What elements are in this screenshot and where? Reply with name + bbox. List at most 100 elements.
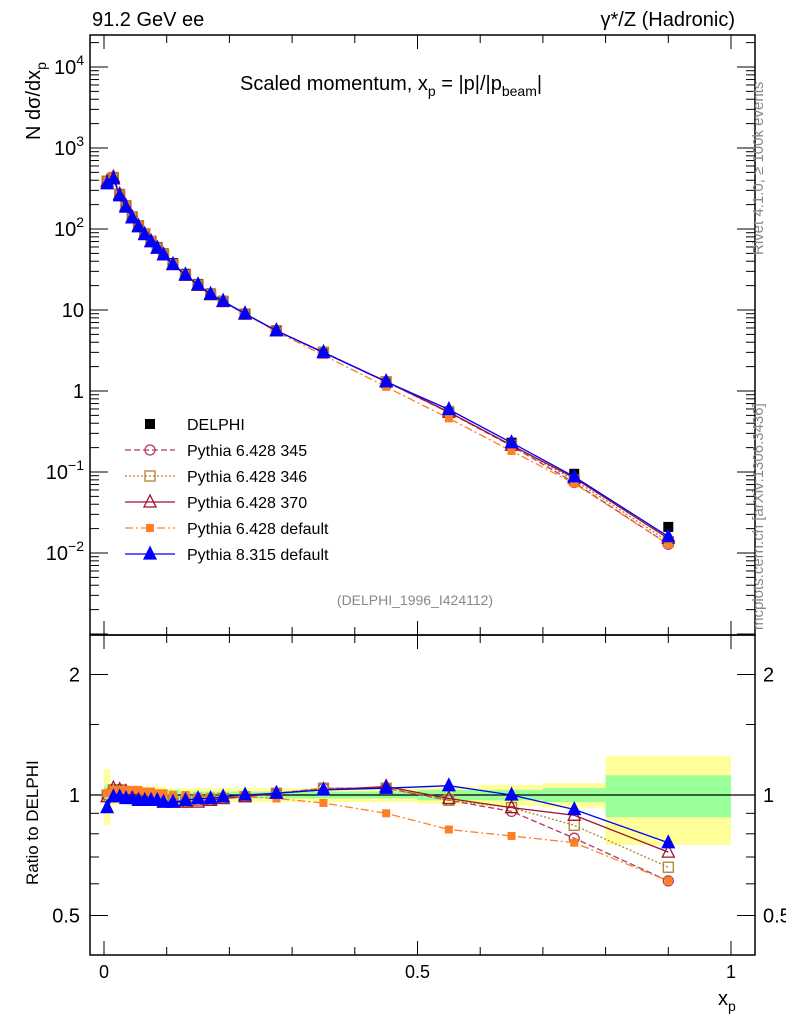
filled-triangle-marker <box>100 799 115 814</box>
filled-triangle-marker <box>316 781 331 796</box>
filled-square-marker <box>444 414 453 423</box>
filled-triangle-marker <box>216 788 231 803</box>
ratio-y-tick-label-right: 2 <box>763 665 774 687</box>
legend-label: Pythia 6.428 default <box>187 521 329 538</box>
ratio-y-tick-label: 1 <box>69 785 80 807</box>
filled-triangle-marker <box>661 834 676 849</box>
plot-title: Scaled momentum, xp = |p|/|pbeam| <box>240 73 542 99</box>
filled-square-marker <box>444 825 453 834</box>
main-series-line <box>106 176 669 545</box>
filled-triangle-marker <box>203 790 218 805</box>
series-pythia-8-315-default <box>100 170 676 849</box>
filled-triangle-marker <box>178 266 193 281</box>
filled-triangle-marker <box>125 209 140 224</box>
ratio-y-tick-label-right: 0.5 <box>763 906 786 928</box>
data-square-marker <box>145 419 155 429</box>
legend-entry: Pythia 6.428 default <box>125 521 329 538</box>
open-square-marker <box>568 819 580 831</box>
open-triangle-marker <box>441 790 456 805</box>
x-tick-label: 0.5 <box>405 962 430 982</box>
analysis-reference: (DELPHI_1996_I424112) <box>337 592 493 608</box>
filled-triangle-marker <box>661 528 676 543</box>
legend-label: DELPHI <box>187 417 245 434</box>
open-triangle-marker <box>142 493 158 508</box>
y-tick-label: 10−2 <box>46 538 84 565</box>
filled-triangle-marker <box>156 793 171 808</box>
legend-entry: Pythia 8.315 default <box>125 545 329 564</box>
filled-square-marker <box>147 787 156 796</box>
filled-triangle-marker <box>567 468 582 483</box>
filled-triangle-marker <box>143 233 159 248</box>
open-circle-marker <box>144 444 156 456</box>
filled-triangle-marker <box>441 777 456 792</box>
filled-triangle-marker <box>142 545 158 560</box>
filled-square-marker <box>159 789 168 798</box>
filled-triangle-marker <box>316 344 331 359</box>
data-square-marker <box>663 521 674 532</box>
filled-triangle-marker <box>118 198 133 213</box>
legend-label: Pythia 6.428 345 <box>187 443 307 460</box>
y-axis-label: N dσ/dxp <box>23 62 49 140</box>
open-triangle-marker <box>504 799 519 814</box>
filled-square-marker <box>664 876 673 885</box>
filled-triangle-marker <box>137 226 152 241</box>
filled-triangle-marker <box>203 285 218 300</box>
filled-triangle-marker <box>131 218 146 233</box>
y-tick-label: 10 <box>62 300 84 322</box>
legend-entry: Pythia 6.428 370 <box>125 493 307 512</box>
filled-triangle-marker <box>156 246 171 261</box>
filled-triangle-marker <box>112 187 127 202</box>
legend: DELPHI Pythia 6.428 345 Pythia 6.428 346 Py… <box>125 417 329 564</box>
legend-label: Pythia 6.428 370 <box>187 495 307 512</box>
filled-triangle-marker <box>178 791 193 806</box>
x-axis-label: xp <box>718 988 736 1014</box>
filled-triangle-marker <box>106 170 121 185</box>
y-tick-label: 102 <box>54 214 84 241</box>
filled-triangle-marker <box>379 373 394 388</box>
legend-label: Pythia 8.315 default <box>187 547 329 564</box>
filled-triangle-marker <box>165 256 181 271</box>
open-square-marker <box>144 470 156 482</box>
filled-square-marker <box>140 787 149 796</box>
filled-square-marker <box>319 799 328 808</box>
filled-square-marker <box>128 785 137 794</box>
mcplots-credit: mcplots.cern.ch [arXiv:1306.3436] <box>750 403 767 630</box>
main-panel-frame <box>89 34 756 636</box>
legend-entry: DELPHI <box>145 417 245 434</box>
open-square-marker <box>662 861 674 873</box>
series-layer <box>100 168 676 887</box>
filled-triangle-marker <box>269 322 284 337</box>
filled-triangle-marker <box>567 801 582 816</box>
filled-square-marker <box>570 838 579 847</box>
open-triangle-marker <box>661 843 676 858</box>
y-tick-label: 104 <box>54 52 84 79</box>
x-tick-label: 1 <box>726 962 736 982</box>
filled-triangle-marker <box>379 779 394 794</box>
filled-square-marker <box>121 785 130 794</box>
open-circle-marker <box>662 875 674 887</box>
legend-entry: Pythia 6.428 345 <box>125 443 307 460</box>
filled-triangle-marker <box>216 292 231 307</box>
stat-uncertainty-band <box>605 775 731 818</box>
filled-triangle-marker <box>238 305 253 320</box>
filled-square-marker <box>146 524 154 532</box>
process-label: γ*/Z (Hadronic) <box>601 9 735 31</box>
filled-triangle-marker <box>504 434 519 449</box>
y-tick-label: 1 <box>73 381 84 403</box>
y-tick-label: 10−1 <box>46 457 84 484</box>
energy-label: 91.2 GeV ee <box>92 9 204 31</box>
filled-square-marker <box>507 446 516 455</box>
filled-square-marker <box>382 809 391 818</box>
filled-triangle-marker <box>504 786 519 801</box>
main-series-line <box>106 176 669 543</box>
filled-triangle-marker <box>165 793 181 808</box>
filled-triangle-marker <box>190 276 206 291</box>
legend-entry: Pythia 6.428 346 <box>125 469 307 486</box>
x-tick-label: 0 <box>99 962 109 982</box>
filled-square-marker <box>103 789 112 798</box>
ratio-y-tick-label-right: 1 <box>763 785 774 807</box>
filled-triangle-marker <box>190 790 206 805</box>
ratio-y-tick-label: 2 <box>69 665 80 687</box>
filled-square-marker <box>507 831 516 840</box>
